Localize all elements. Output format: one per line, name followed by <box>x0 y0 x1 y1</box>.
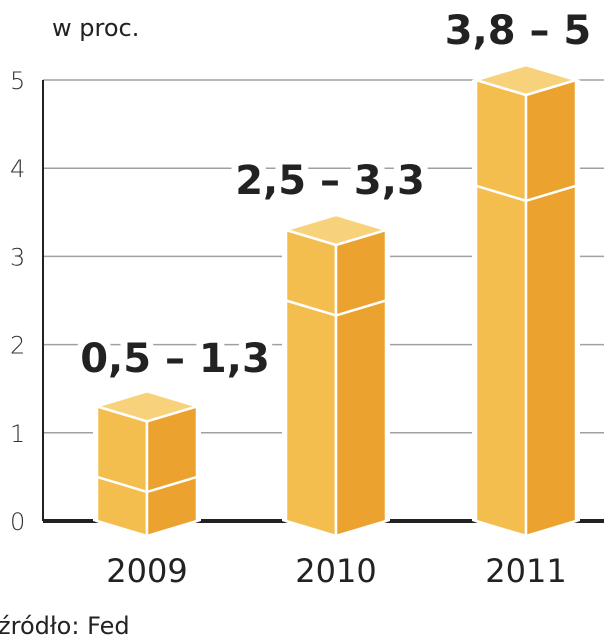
bar-right-face <box>524 78 578 538</box>
bar-2009 <box>92 390 202 539</box>
unit-label: w proc. <box>52 14 139 42</box>
bar-left-face <box>284 228 338 538</box>
source-label: źródło: Fed <box>0 612 130 640</box>
bar-low-bound-line <box>475 184 577 203</box>
bar-top-face <box>471 63 581 97</box>
y-tick-label: 5 <box>10 67 25 95</box>
data-label: 2,5 – 3,3 <box>235 158 425 204</box>
x-category-label: 2010 <box>295 552 376 590</box>
y-tick-label: 3 <box>10 243 25 271</box>
data-label: 0,5 – 1,3 <box>80 336 270 382</box>
bar-top-face <box>281 213 391 247</box>
bar-left-face <box>474 78 528 538</box>
y-tick-label: 0 <box>10 508 25 536</box>
y-tick-label: 1 <box>10 420 25 448</box>
bar-top-face <box>92 390 202 423</box>
y-tick-label: 2 <box>10 332 25 360</box>
bar-2010 <box>281 213 391 539</box>
data-label: 3,8 – 5 <box>445 8 592 54</box>
bar-low-bound-line <box>96 475 198 494</box>
x-category-label: 2011 <box>485 552 566 590</box>
bar-low-bound-line <box>285 299 387 317</box>
bar-left-face <box>95 404 149 538</box>
bar-right-face <box>145 404 199 538</box>
y-tick-label: 4 <box>10 155 25 183</box>
x-category-label: 2009 <box>106 552 187 590</box>
bar-right-face <box>334 228 388 538</box>
bar-2011 <box>471 63 581 539</box>
